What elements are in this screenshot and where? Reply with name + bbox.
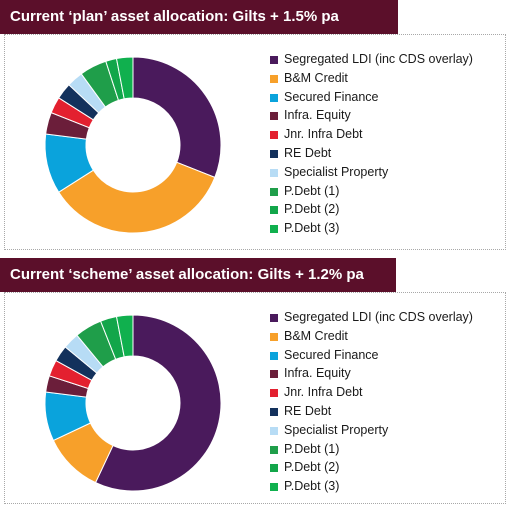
legend-item: B&M Credit: [270, 327, 473, 346]
legend-label: Specialist Property: [284, 422, 389, 437]
slice-p-debt-3: [115, 314, 134, 358]
legend-item: Secured Finance: [270, 346, 473, 365]
legend-label: P.Debt (2): [284, 202, 340, 217]
legend-label: Jnr. Infra Debt: [284, 385, 363, 400]
legend-swatch: [270, 187, 278, 196]
legend-item: Segregated LDI (inc CDS overlay): [270, 50, 473, 69]
legend-label: P.Debt (1): [284, 441, 340, 456]
legend-label: Segregated LDI (inc CDS overlay): [284, 52, 473, 66]
legend-swatch: [270, 445, 278, 454]
legend-swatch: [270, 56, 278, 64]
legend-label: Secured Finance: [284, 89, 379, 104]
slice-b-m-credit: [58, 161, 216, 234]
legend-swatch: [270, 389, 278, 398]
slice-segregated-ldi-inc-cds-overlay: [94, 314, 222, 492]
legend-swatch: [270, 112, 278, 121]
legend-item: P.Debt (3): [270, 219, 473, 238]
legend-swatch: [270, 351, 278, 360]
legend-swatch: [270, 206, 278, 215]
legend-swatch: [270, 407, 278, 416]
legend-swatch: [270, 314, 278, 322]
legend-label: Specialist Property: [284, 164, 389, 179]
legend-label: P.Debt (3): [284, 221, 340, 236]
plan-legend: Segregated LDI (inc CDS overlay) B&M Cred…: [270, 50, 473, 238]
legend-swatch: [270, 370, 278, 379]
legend-item: Jnr. Infra Debt: [270, 383, 473, 402]
legend-item: Segregated LDI (inc CDS overlay): [270, 308, 473, 327]
legend-swatch: [270, 332, 278, 341]
legend-label: RE Debt: [284, 403, 332, 418]
legend-item: Infra. Equity: [270, 106, 473, 125]
scheme-donut-chart: [44, 314, 222, 492]
legend-swatch: [270, 74, 278, 83]
legend-swatch: [270, 93, 278, 102]
legend-label: Infra. Equity: [284, 366, 351, 381]
plan-allocation-panel: Current ‘plan’ asset allocation: Gilts +…: [0, 0, 510, 252]
legend-label: P.Debt (1): [284, 183, 340, 198]
legend-label: Secured Finance: [284, 347, 379, 362]
legend-label: P.Debt (3): [284, 479, 340, 494]
legend-swatch: [270, 225, 278, 234]
legend-swatch: [270, 426, 278, 435]
slice-p-debt-3: [115, 56, 134, 100]
legend-label: Jnr. Infra Debt: [284, 127, 363, 142]
legend-item: B&M Credit: [270, 69, 473, 88]
legend-label: Segregated LDI (inc CDS overlay): [284, 310, 473, 324]
legend-label: RE Debt: [284, 145, 332, 160]
plan-donut-chart: [44, 56, 222, 234]
chart-frame: [4, 34, 506, 250]
legend-label: B&M Credit: [284, 70, 348, 85]
legend-item: RE Debt: [270, 402, 473, 421]
scheme-legend: Segregated LDI (inc CDS overlay) B&M Cred…: [270, 308, 473, 496]
scheme-allocation-panel: Current ‘scheme’ asset allocation: Gilts…: [0, 258, 510, 508]
legend-label: Infra. Equity: [284, 108, 351, 123]
legend-label: B&M Credit: [284, 328, 348, 343]
chart-frame: [4, 292, 506, 504]
legend-label: P.Debt (2): [284, 460, 340, 475]
legend-item: Jnr. Infra Debt: [270, 125, 473, 144]
legend-item: P.Debt (2): [270, 458, 473, 477]
legend-swatch: [270, 149, 278, 158]
legend-item: P.Debt (1): [270, 440, 473, 459]
chart-title: Current ‘plan’ asset allocation: Gilts +…: [0, 0, 398, 34]
chart-title: Current ‘scheme’ asset allocation: Gilts…: [0, 258, 396, 292]
legend-item: Specialist Property: [270, 421, 473, 440]
legend-item: P.Debt (3): [270, 477, 473, 496]
legend-swatch: [270, 131, 278, 140]
legend-item: Secured Finance: [270, 88, 473, 107]
legend-item: RE Debt: [270, 144, 473, 163]
legend-swatch: [270, 464, 278, 473]
legend-item: Infra. Equity: [270, 364, 473, 383]
legend-swatch: [270, 483, 278, 492]
legend-item: Specialist Property: [270, 163, 473, 182]
legend-item: P.Debt (2): [270, 200, 473, 219]
slice-segregated-ldi-inc-cds-overlay: [132, 56, 222, 179]
legend-swatch: [270, 168, 278, 177]
legend-item: P.Debt (1): [270, 182, 473, 201]
